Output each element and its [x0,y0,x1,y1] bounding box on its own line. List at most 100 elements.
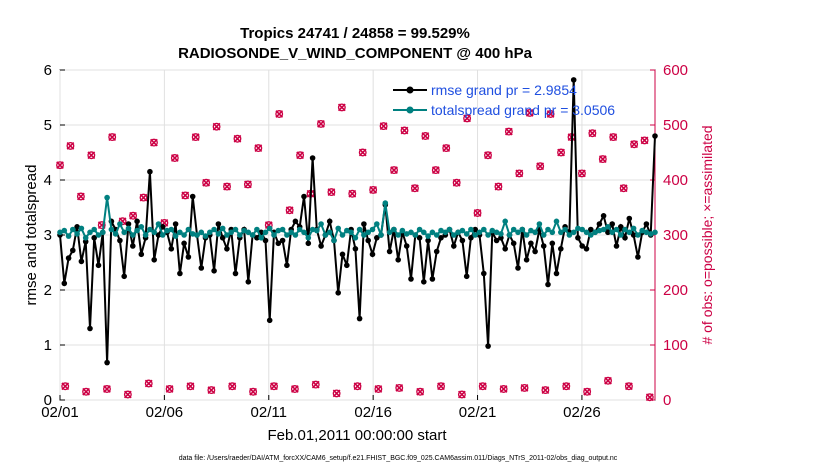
spread-point [331,237,337,244]
spread-point [442,229,449,236]
spread-point [630,225,637,232]
spread-point [292,232,299,238]
spread-point [476,229,483,236]
obs-marker [129,211,138,220]
rmse-point [155,232,162,238]
spread-point [121,229,127,236]
x-tick-label: 02/06 [146,404,184,421]
rmse-point [65,255,72,261]
rmse-point [318,243,324,249]
obs-marker [624,382,633,391]
rmse-point [630,232,637,238]
y-right-tick-label: 400 [663,172,688,189]
x-axis-label: Feb.01,2011 00:00:00 start [267,427,447,444]
rmse-point [523,257,530,263]
rmse-point [570,77,577,83]
spread-point [361,232,367,238]
rmse-point [344,262,350,269]
spread-point [104,194,110,201]
rmse-point [395,257,402,263]
spread-point [335,225,342,232]
rmse-point [134,218,140,225]
obs-marker [484,151,492,160]
legend-rmse-marker [406,86,414,94]
spread-point [245,229,252,236]
spread-point [125,225,132,232]
spread-point [181,232,187,238]
obs-marker [108,133,117,142]
spread-point [635,232,641,238]
spread-point [130,232,136,238]
obs-marker [463,114,472,123]
spread-point [211,226,217,233]
y-right-tick-label: 100 [663,337,688,354]
spread-series [57,194,658,244]
rmse-point [416,235,423,241]
obs-marker [56,161,64,170]
spread-point [446,226,453,233]
spread-point [639,227,645,234]
spread-point [142,232,149,238]
obs-marker [249,387,258,396]
spread-point [95,232,102,238]
obs-marker [191,133,200,142]
spread-point [112,231,119,237]
obs-marker [583,387,592,396]
obs-marker [228,382,237,391]
obs-marker [317,119,325,128]
spread-point [588,232,594,238]
spread-point [609,229,615,236]
spread-point [365,229,372,236]
rmse-point [181,240,187,247]
spread-point [249,232,256,238]
rmse-point [549,240,556,247]
spread-point [155,221,162,227]
rmse-point [326,218,333,225]
rmse-point [600,213,607,219]
obs-marker [421,132,430,140]
spread-point [314,227,320,234]
rmse-point [130,243,136,249]
spread-point [540,232,547,238]
rmse-point [74,224,80,230]
obs-marker [66,141,75,150]
rmse-point [609,221,615,227]
spread-point [519,226,526,233]
obs-marker [223,182,231,191]
rmse-point [438,235,444,241]
obs-marker [499,385,508,393]
rmse-point [510,240,517,247]
spread-point [228,229,234,236]
obs-marker [546,110,555,118]
rmse-point [369,251,376,258]
rmse-point [138,251,145,258]
spread-point [493,229,500,236]
legend-spread-label: totalspread grand pr = 3.0506 [431,102,615,118]
rmse-point [339,251,346,258]
rmse-point [292,218,299,225]
spread-point [429,229,436,236]
spread-point [485,232,491,238]
spread-point [232,226,239,233]
obs-marker [645,393,654,402]
obs-marker [478,382,487,391]
spread-point [643,229,650,236]
spread-point [374,221,380,227]
y-right-tick-label: 200 [663,282,688,299]
spread-point [596,227,603,234]
obs-marker [577,169,586,178]
spread-point [301,229,307,236]
obs-marker [562,382,571,391]
spread-point [416,226,423,233]
spread-point [134,227,140,234]
spread-point [275,227,282,234]
obs-marker [604,376,612,385]
spread-point [575,225,581,232]
obs-marker [212,122,221,131]
rmse-point [232,270,239,277]
y-left-axis-label: rmse and totalspread [23,165,40,306]
rmse-point [104,359,110,366]
y-left-tick-label: 1 [44,337,52,354]
rmse-point [245,279,252,285]
spread-point [378,232,384,238]
